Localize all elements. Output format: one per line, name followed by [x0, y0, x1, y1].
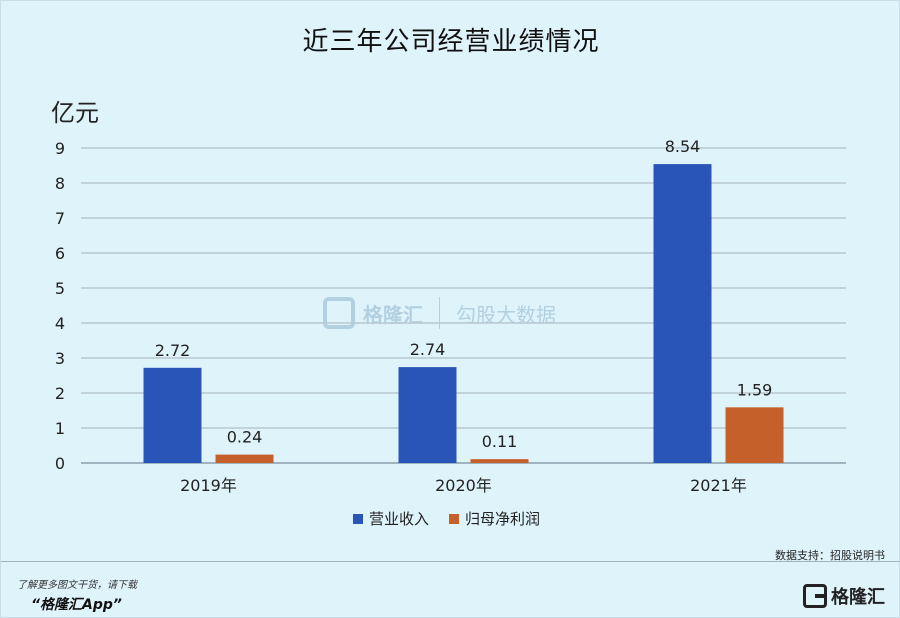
bar-revenue: [143, 367, 202, 463]
legend-swatch: [353, 514, 363, 524]
brand-mark-icon: [803, 584, 827, 608]
y-axis-unit-label: 亿元: [51, 99, 99, 127]
data-label: 1.59: [737, 380, 773, 399]
bar-net-profit: [725, 407, 784, 463]
y-tick-label: 4: [55, 314, 65, 333]
x-tick-label: 2021年: [690, 476, 747, 495]
data-label: 2.74: [410, 340, 446, 359]
data-label: 2.72: [155, 341, 191, 360]
brand-name: 格隆汇: [831, 587, 885, 608]
y-tick-label: 9: [55, 139, 65, 158]
y-tick-label: 2: [55, 384, 65, 403]
bar-chart: 0 1 2 3 4 5 6 7 8 9 2.72 0.24 2019年 2.74 0.11 2020年 8.54…: [55, 137, 846, 528]
y-tick-label: 6: [55, 244, 65, 263]
x-tick-label: 2020年: [435, 476, 492, 495]
y-tick-label: 8: [55, 174, 65, 193]
footer-divider: [1, 561, 900, 562]
data-label: 0.24: [227, 428, 263, 447]
legend-label: 营业收入: [369, 510, 429, 528]
watermark-logo-icon: [323, 297, 355, 329]
watermark-divider: [439, 297, 440, 329]
y-tick-label: 0: [55, 454, 65, 473]
chart-title: 近三年公司经营业绩情况: [302, 27, 600, 57]
brand-logo: 格隆汇: [803, 583, 885, 609]
bar-net-profit: [215, 454, 274, 463]
data-source-note: 数据支持：招股说明书: [775, 549, 885, 562]
x-tick-label: 2019年: [180, 476, 237, 495]
promo-app-name: “格隆汇App”: [31, 597, 122, 613]
y-tick-label: 3: [55, 349, 65, 368]
bar-revenue: [653, 164, 712, 463]
y-tick-label: 5: [55, 279, 65, 298]
data-label: 8.54: [665, 137, 701, 156]
bar-net-profit: [470, 459, 529, 463]
promo-text: 了解更多图文干货，请下载: [17, 580, 137, 591]
legend-label: 归母净利润: [465, 510, 540, 528]
y-tick-label: 1: [55, 419, 65, 438]
bar-revenue: [398, 367, 457, 463]
legend-swatch: [449, 514, 459, 524]
y-tick-label: 7: [55, 209, 65, 228]
data-label: 0.11: [482, 432, 518, 451]
